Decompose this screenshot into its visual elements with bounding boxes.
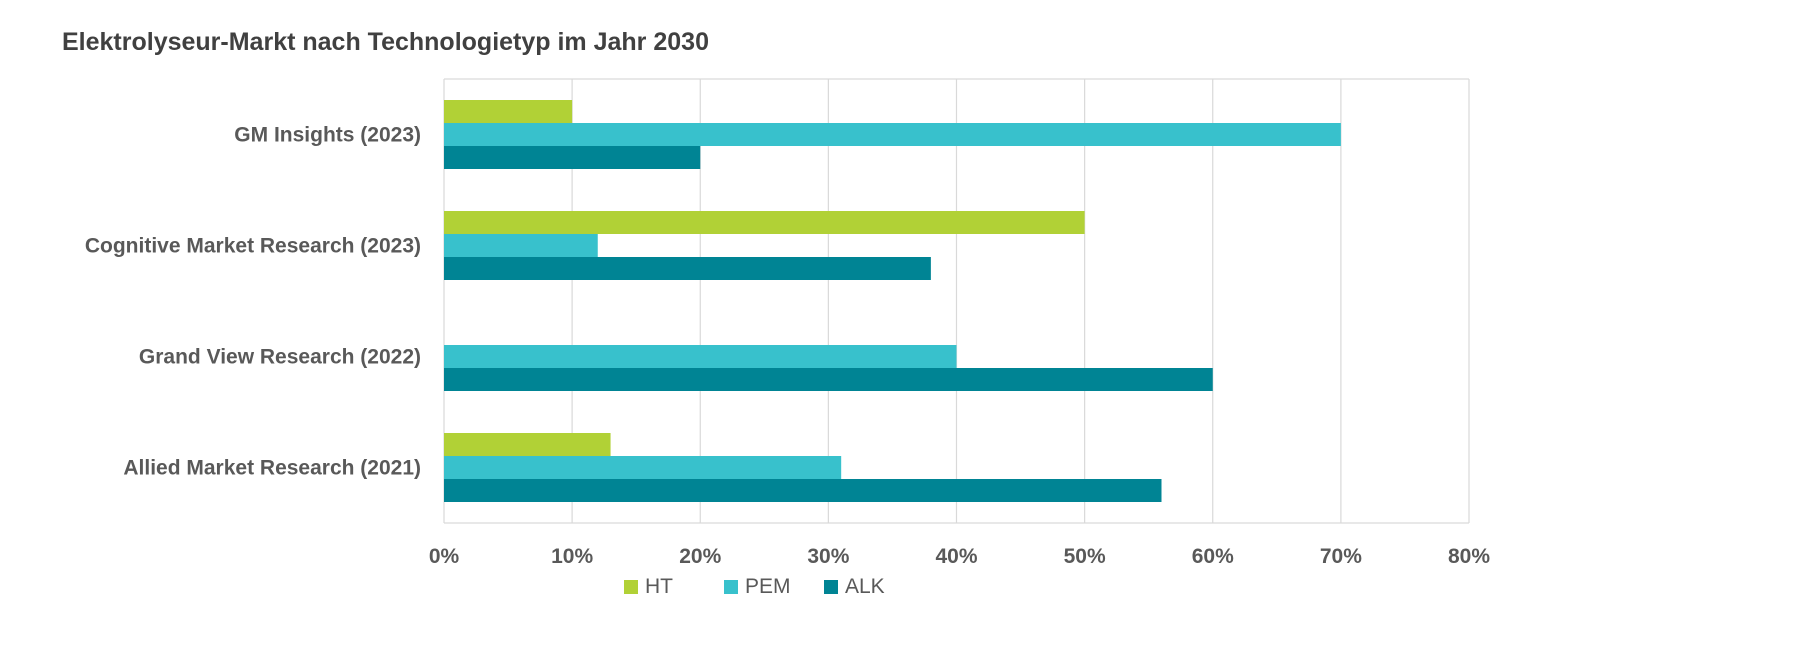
- bar-ht-3: [444, 433, 611, 456]
- x-tick-label: 20%: [679, 545, 721, 568]
- bar-pem-3: [444, 456, 842, 479]
- bar-ht-1: [444, 211, 1085, 234]
- legend: HT PEM ALK: [624, 575, 885, 598]
- category-label: Cognitive Market Research (2023): [85, 235, 421, 258]
- legend-swatch-alk: [824, 580, 838, 594]
- x-tick-label: 0%: [429, 545, 460, 568]
- x-tick-label: 60%: [1192, 545, 1234, 568]
- x-tick-label: 50%: [1064, 545, 1106, 568]
- bar-alk-1: [444, 257, 931, 280]
- legend-swatch-ht: [624, 580, 638, 594]
- legend-swatch-pem: [724, 580, 738, 594]
- category-label: Grand View Research (2022): [139, 346, 421, 369]
- x-tick-label: 40%: [935, 545, 977, 568]
- category-label: Allied Market Research (2021): [123, 457, 421, 480]
- x-tick-label: 10%: [551, 545, 593, 568]
- bars: [444, 100, 1341, 502]
- bar-alk-2: [444, 368, 1213, 391]
- bar-pem-0: [444, 123, 1341, 146]
- x-tick-label: 70%: [1320, 545, 1362, 568]
- bar-ht-0: [444, 100, 573, 123]
- bar-pem-2: [444, 345, 957, 368]
- x-tick-label: 80%: [1448, 545, 1490, 568]
- bar-pem-1: [444, 234, 598, 257]
- x-tick-label: 30%: [807, 545, 849, 568]
- category-labels: GM Insights (2023) Cognitive Market Resea…: [85, 124, 421, 480]
- legend-label-alk: ALK: [845, 575, 885, 598]
- legend-label-ht: HT: [645, 575, 673, 598]
- category-label: GM Insights (2023): [234, 124, 421, 147]
- x-axis-ticks: 0% 10% 20% 30% 40% 50% 60% 70% 80%: [429, 545, 1491, 568]
- legend-label-pem: PEM: [745, 575, 791, 598]
- bar-alk-3: [444, 479, 1162, 502]
- bar-alk-0: [444, 146, 701, 169]
- chart-title: Elektrolyseur-Markt nach Technologietyp …: [62, 28, 709, 56]
